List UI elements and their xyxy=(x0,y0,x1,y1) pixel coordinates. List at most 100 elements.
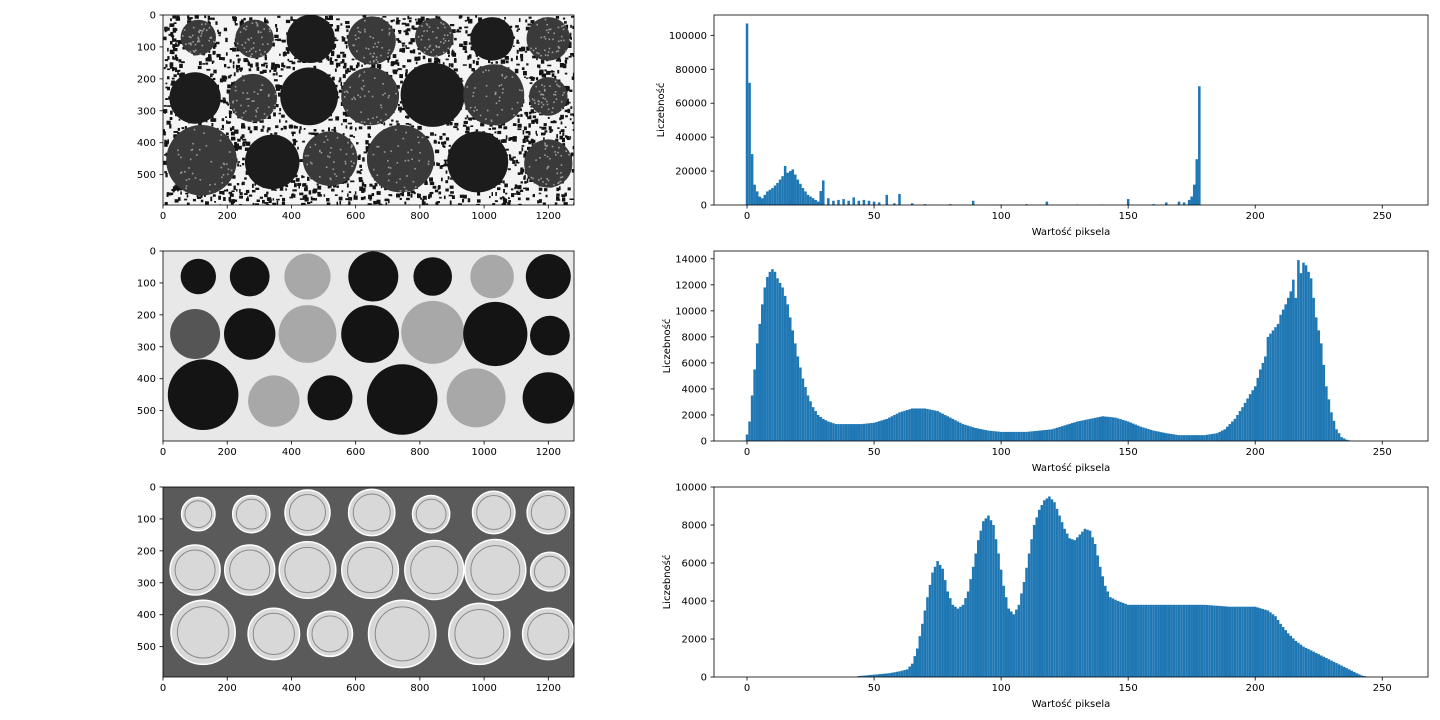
histogram-bar xyxy=(847,200,850,205)
histogram-bar xyxy=(1142,427,1145,441)
histogram-bar xyxy=(1086,419,1089,441)
histogram-bar xyxy=(1205,604,1209,677)
histogram-bar xyxy=(786,304,789,441)
x-tick-label: 200 xyxy=(1246,683,1265,694)
histogram-bar xyxy=(824,420,828,441)
histogram-bars xyxy=(745,23,1201,206)
coin xyxy=(411,494,451,534)
histogram-bar xyxy=(870,674,873,677)
histogram-bar xyxy=(1101,416,1105,441)
histogram-bar xyxy=(1131,423,1135,441)
histogram-bar xyxy=(1078,420,1082,441)
histogram-bar xyxy=(1032,431,1036,441)
y-tick-label: 300 xyxy=(137,106,156,117)
histogram-bar xyxy=(979,530,983,677)
histogram-bar xyxy=(997,431,1000,441)
histogram-bar xyxy=(1007,608,1011,677)
histogram-bar xyxy=(1205,434,1209,441)
histogram-bar xyxy=(1292,279,1295,441)
histogram-bar xyxy=(778,282,782,441)
histogram-bar xyxy=(1256,377,1260,441)
histogram-bar xyxy=(867,423,871,441)
histogram-bar xyxy=(1337,433,1341,441)
histogram-bar xyxy=(1149,604,1153,677)
histogram-bar xyxy=(1053,502,1056,677)
histogram-bar xyxy=(1325,386,1328,441)
histogram-bar xyxy=(926,597,929,677)
y-tick-label: 0 xyxy=(150,483,156,494)
histogram-bar xyxy=(1172,604,1176,677)
coin xyxy=(229,256,270,297)
histogram-bar xyxy=(936,411,939,441)
histogram-bar xyxy=(1058,515,1061,677)
histogram-bar xyxy=(1015,431,1018,441)
histogram-bar xyxy=(1063,425,1066,441)
histogram-bar xyxy=(1302,262,1305,441)
histogram-bar xyxy=(1154,431,1158,441)
histogram-bar xyxy=(1050,499,1054,677)
x-tick-label: 150 xyxy=(1119,447,1138,458)
coin xyxy=(530,315,570,356)
histogram-bar xyxy=(1233,606,1237,677)
coin-rim xyxy=(470,545,521,595)
histogram-bar xyxy=(1203,435,1206,441)
histogram-bar xyxy=(877,202,881,205)
histogram-bar xyxy=(1279,314,1282,441)
plot-frame xyxy=(713,486,1429,678)
histogram-bar xyxy=(1198,604,1201,677)
histogram-bar xyxy=(1020,431,1023,441)
coin-rim xyxy=(530,495,566,530)
histogram-bar xyxy=(1068,423,1071,441)
histogram-bar xyxy=(1106,591,1110,677)
histogram-bar xyxy=(1223,429,1226,441)
x-axis-label: Wartość piksela xyxy=(1032,462,1111,474)
image-panel-3: 0 200 400 600 800 1000 1200 0 100 200 300 400 500 xyxy=(137,483,575,694)
coin xyxy=(366,364,438,435)
histogram-bar xyxy=(1274,327,1277,441)
histogram-bar xyxy=(1050,429,1054,441)
histogram-bar xyxy=(1119,601,1122,677)
coin xyxy=(367,599,437,669)
histogram-bar xyxy=(1152,604,1155,677)
histogram-bar xyxy=(903,410,906,441)
histogram-bar xyxy=(1327,659,1331,677)
coin xyxy=(404,539,465,601)
histogram-bar xyxy=(1251,390,1254,441)
histogram-bar xyxy=(1129,422,1132,441)
histogram-bar xyxy=(893,672,896,677)
histogram-bar xyxy=(839,424,843,441)
histogram-bar xyxy=(761,304,764,441)
histogram-bar xyxy=(1289,291,1293,441)
histogram-bar xyxy=(867,675,871,677)
y-tick-label: 100 xyxy=(137,42,156,53)
histogram-bar xyxy=(761,198,764,205)
histogram-bar xyxy=(989,520,993,677)
histogram-bar xyxy=(994,431,998,441)
histogram-bar xyxy=(946,591,950,677)
histogram-bar xyxy=(829,422,833,441)
histogram-bar xyxy=(1279,623,1282,677)
histogram-bar xyxy=(923,610,927,677)
plot-frame xyxy=(713,14,1429,206)
coin xyxy=(180,258,216,295)
histogram-bar xyxy=(959,422,962,441)
coin xyxy=(526,17,571,61)
coin xyxy=(170,309,221,359)
histogram-bar xyxy=(1256,607,1260,677)
histogram-bar xyxy=(971,200,975,205)
histogram-bar xyxy=(1157,604,1160,677)
histogram-bar xyxy=(857,200,861,205)
histogram-bar xyxy=(750,154,754,205)
histogram-bar xyxy=(1109,417,1112,441)
coin xyxy=(284,489,331,536)
histogram-bar xyxy=(1043,500,1046,677)
histogram-bar xyxy=(966,425,970,441)
histogram-bar xyxy=(1147,429,1150,441)
histogram-bar xyxy=(771,269,774,441)
histogram-bar xyxy=(913,408,916,441)
histogram-bar xyxy=(875,674,878,677)
histogram-bar xyxy=(1259,369,1262,441)
histogram-bar xyxy=(1210,605,1214,677)
histogram-bar xyxy=(1045,498,1049,677)
